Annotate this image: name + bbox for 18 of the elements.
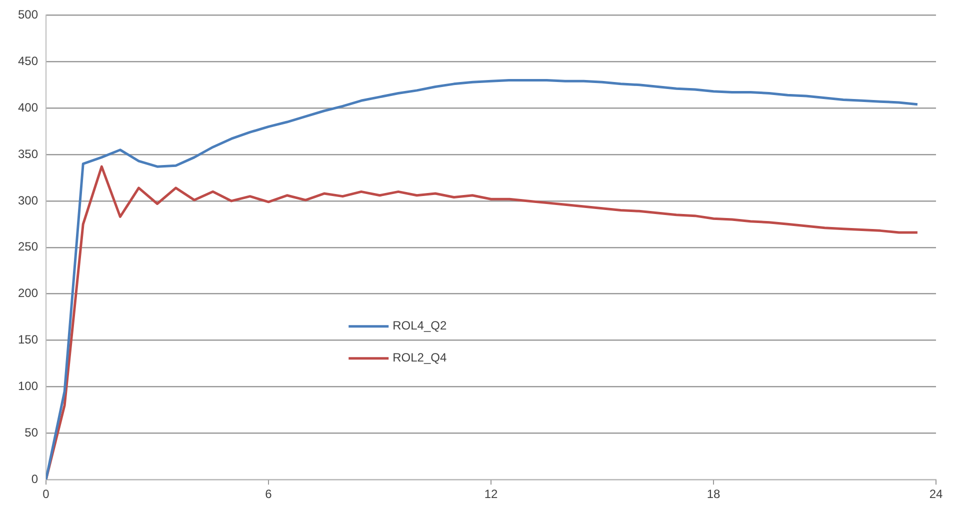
x-tick-label: 12	[484, 487, 498, 502]
x-tick-label: 24	[929, 487, 943, 502]
y-tick-label: 200	[18, 286, 38, 300]
x-tick-label: 18	[706, 487, 720, 502]
y-tick-label: 100	[18, 379, 38, 394]
x-tick-label: 0	[42, 487, 50, 502]
x-tick-label: 6	[265, 487, 272, 502]
y-tick-label: 350	[18, 146, 38, 161]
y-tick-label: 300	[18, 193, 38, 208]
legend-label: ROL2_Q4	[392, 350, 447, 365]
y-tick-label: 450	[18, 54, 38, 68]
y-tick-label: 50	[24, 425, 38, 440]
legend-label: ROL4_Q2	[392, 318, 447, 333]
y-tick-label: 150	[18, 332, 38, 347]
y-tick-label: 0	[31, 472, 38, 486]
y-tick-label: 500	[18, 8, 38, 22]
y-tick-label: 250	[18, 240, 38, 254]
y-tick-label: 400	[18, 100, 38, 114]
